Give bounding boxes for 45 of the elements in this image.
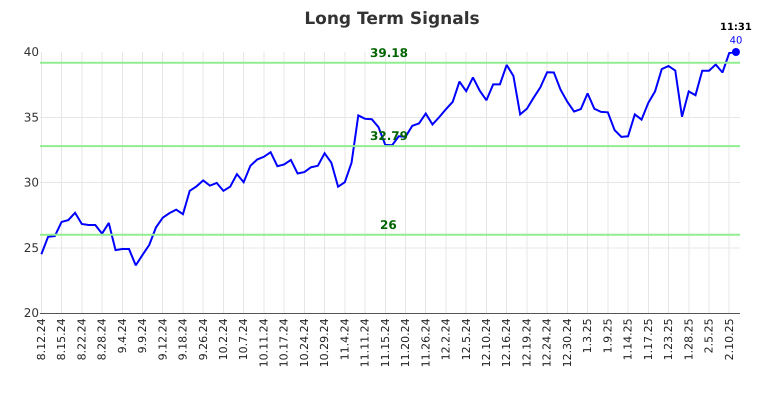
- x-tick-label: 1.17.25: [642, 318, 655, 360]
- x-tick-label: 10.17.24: [278, 318, 291, 368]
- x-tick-label: 11.11.24: [358, 318, 372, 368]
- x-tick-label: 9.9.24: [136, 318, 150, 354]
- x-tick-label: 12.5.24: [460, 318, 473, 360]
- x-tick-label: 10.7.24: [237, 318, 250, 360]
- x-tick-label: 8.12.24: [34, 318, 48, 360]
- x-tick-label: 12.24.24: [540, 318, 554, 368]
- x-tick-label: 10.2.24: [217, 318, 230, 360]
- ref-line-label: 39.18: [370, 46, 408, 60]
- x-tick-label: 9.26.24: [196, 318, 210, 360]
- x-tick-label: 9.4.24: [116, 318, 129, 354]
- y-tick-label: 40: [24, 45, 39, 60]
- y-tick-label: 20: [24, 306, 39, 320]
- x-tick-label: 11.4.24: [338, 318, 352, 360]
- x-tick-label: 12.30.24: [560, 318, 574, 368]
- y-tick-label: 35: [24, 110, 39, 124]
- x-tick-label: 1.9.25: [601, 318, 614, 354]
- data-label: 40: [730, 36, 742, 46]
- x-tick-label: 10.24.24: [298, 318, 311, 368]
- x-tick-label: 1.3.25: [581, 318, 594, 354]
- x-tick-label: 12.19.24: [520, 318, 534, 368]
- x-tick-label: 12.2.24: [440, 318, 453, 360]
- x-tick-label: 8.22.24: [75, 318, 88, 360]
- x-tick-label: 11.26.24: [419, 318, 432, 368]
- x-tick-label: 12.16.24: [500, 318, 514, 368]
- text: 11:31: [720, 22, 752, 33]
- x-tick-label: 11.20.24: [399, 318, 412, 368]
- x-tick-label: 11.15.24: [378, 318, 392, 368]
- x-tick-label: 1.23.25: [662, 318, 676, 360]
- ref-line-label: 26: [380, 218, 397, 232]
- x-tick-label: 9.12.24: [156, 318, 170, 360]
- x-tick-label: 10.29.24: [318, 318, 332, 368]
- x-tick-label: 1.28.25: [682, 318, 696, 360]
- x-tick-label: 8.28.24: [96, 318, 109, 360]
- x-tick-label: 10.11.24: [257, 318, 270, 368]
- x-tick-label: 2.10.25: [722, 318, 736, 360]
- x-tick-label: 2.5.25: [702, 318, 716, 354]
- x-tick-label: 8.15.24: [55, 318, 68, 360]
- x-tick-label: 12.10.24: [480, 318, 494, 368]
- chart-title: Long Term Signals: [304, 8, 480, 29]
- x-tick-label: 9.18.24: [176, 318, 190, 360]
- y-tick-label: 25: [24, 240, 39, 255]
- x-tick-label: 1.14.25: [622, 318, 635, 360]
- y-tick-label: 30: [24, 176, 39, 190]
